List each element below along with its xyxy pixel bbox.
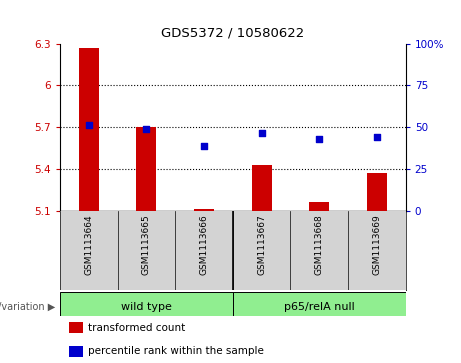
Text: GSM1113668: GSM1113668 bbox=[315, 215, 324, 275]
Bar bbox=[252, 164, 272, 211]
Bar bbox=[136, 127, 156, 211]
Bar bbox=[367, 173, 387, 211]
Text: transformed count: transformed count bbox=[88, 323, 185, 333]
Bar bbox=[69, 322, 83, 333]
Point bbox=[373, 135, 381, 140]
Text: wild type: wild type bbox=[121, 302, 172, 312]
Bar bbox=[233, 292, 406, 322]
Point bbox=[200, 143, 207, 149]
Text: GSM1113665: GSM1113665 bbox=[142, 215, 151, 275]
Text: GSM1113669: GSM1113669 bbox=[372, 215, 381, 275]
Text: percentile rank within the sample: percentile rank within the sample bbox=[88, 346, 264, 356]
Point bbox=[258, 130, 266, 136]
Bar bbox=[60, 292, 233, 322]
Bar bbox=[69, 346, 83, 357]
Point bbox=[315, 136, 323, 142]
Text: GSM1113666: GSM1113666 bbox=[200, 215, 208, 275]
Text: p65/relA null: p65/relA null bbox=[284, 302, 355, 312]
Text: GSM1113664: GSM1113664 bbox=[84, 215, 93, 275]
Text: genotype/variation ▶: genotype/variation ▶ bbox=[0, 302, 55, 312]
Point bbox=[85, 122, 92, 128]
Bar bbox=[194, 209, 214, 211]
Bar bbox=[79, 48, 99, 211]
Title: GDS5372 / 10580622: GDS5372 / 10580622 bbox=[161, 26, 304, 40]
Text: GSM1113667: GSM1113667 bbox=[257, 215, 266, 275]
Point bbox=[142, 126, 150, 132]
Bar bbox=[309, 202, 329, 211]
